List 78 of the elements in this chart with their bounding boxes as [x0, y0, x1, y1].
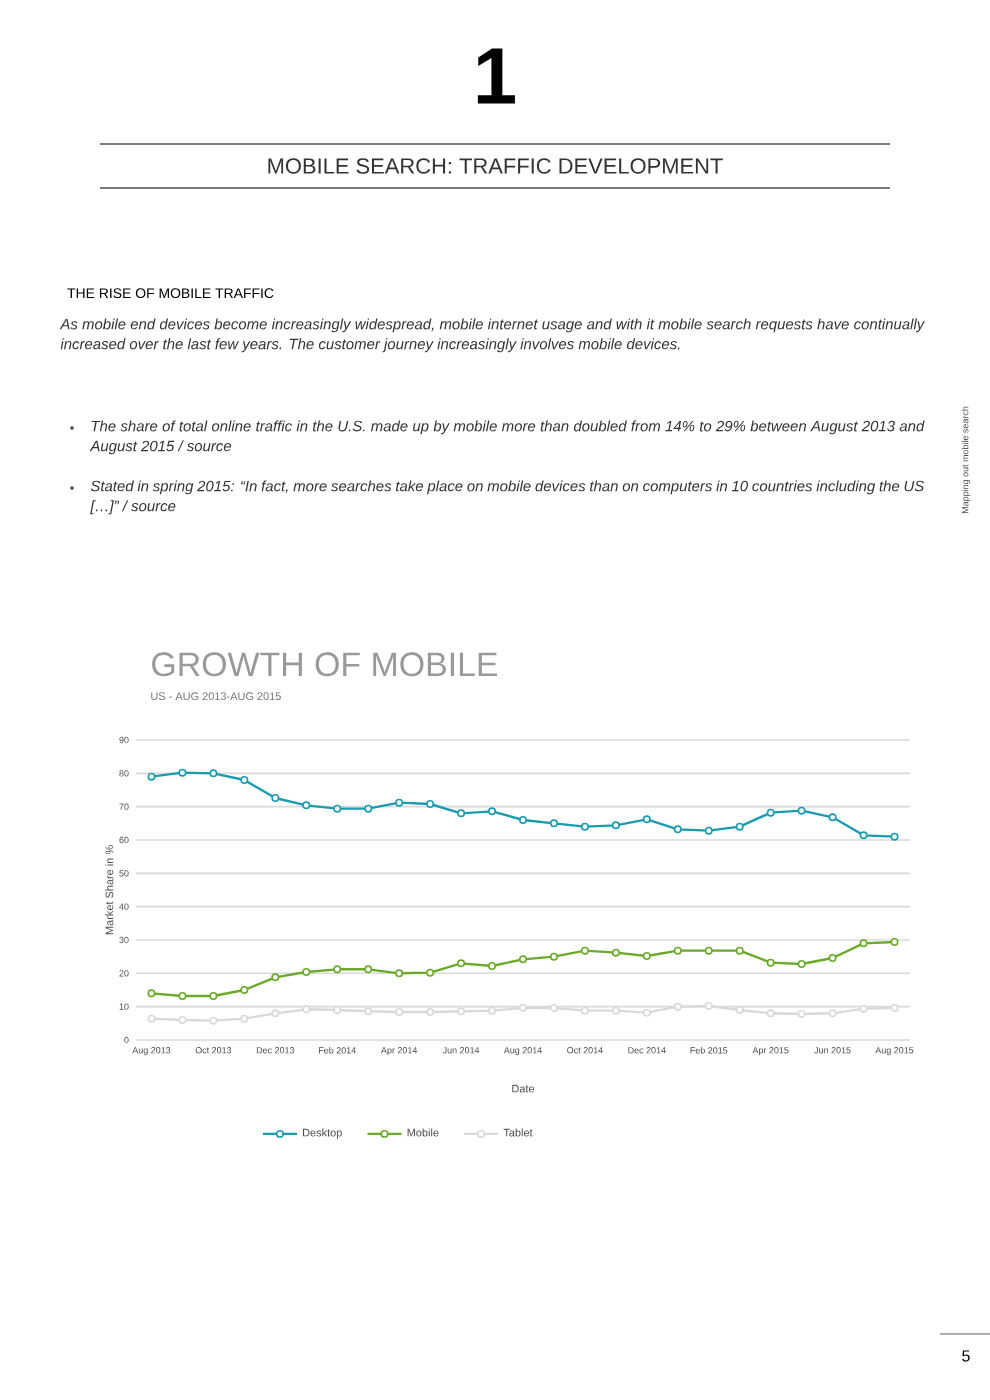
point: [488, 1006, 497, 1015]
point: [735, 946, 744, 955]
point: [488, 962, 497, 970]
point: [364, 804, 373, 813]
chart-title: GROWTH OF MOBILE: [152, 652, 498, 677]
point: [302, 801, 311, 810]
point: [859, 1004, 868, 1013]
point: [859, 831, 868, 840]
point: [673, 946, 682, 955]
point: [271, 973, 280, 982]
point: [642, 1008, 651, 1017]
point: [364, 1007, 373, 1016]
point: [302, 968, 311, 976]
point: [333, 804, 342, 813]
point: [797, 960, 806, 968]
point: [178, 768, 187, 777]
point: [549, 1004, 558, 1012]
point: [178, 1016, 187, 1024]
point: [766, 808, 775, 817]
point: [209, 1016, 218, 1025]
point: [457, 1007, 466, 1016]
point: [611, 948, 620, 957]
point: [488, 807, 497, 816]
point: [426, 968, 435, 977]
point: [704, 1002, 713, 1010]
point: [147, 989, 156, 998]
point: [828, 813, 837, 822]
point: [240, 776, 249, 784]
point: [580, 1006, 589, 1015]
point: [704, 826, 713, 835]
point: [147, 1014, 156, 1023]
point: [426, 800, 435, 808]
point: [611, 1006, 620, 1015]
point: [395, 1008, 404, 1016]
point: [828, 954, 837, 962]
point: [642, 815, 651, 824]
point: [519, 816, 527, 824]
point: [519, 955, 527, 964]
point: [457, 959, 466, 968]
point: [890, 1004, 899, 1012]
point: [642, 952, 651, 960]
point: [519, 1004, 527, 1012]
point: [271, 794, 280, 802]
point: [549, 819, 558, 828]
point: [766, 958, 775, 967]
point: [797, 806, 806, 815]
point: [549, 952, 558, 961]
point: [457, 809, 466, 818]
point: [673, 1002, 682, 1011]
point: [271, 1009, 280, 1018]
text: MOBILE SEARCH: TRAFFIC DEVELOPMENT: [268, 158, 723, 174]
point: [147, 772, 156, 781]
point: [240, 986, 249, 994]
point: [426, 1008, 435, 1016]
point: [859, 939, 868, 948]
point: [580, 946, 589, 955]
point: [302, 1005, 311, 1014]
point: [209, 769, 218, 778]
point: [890, 832, 899, 841]
point: [890, 938, 899, 946]
point: [828, 1009, 837, 1018]
point: [797, 1010, 806, 1018]
point: [395, 969, 404, 978]
text: 1: [477, 48, 515, 104]
point: [364, 965, 373, 974]
point: [178, 992, 187, 1000]
point: [611, 821, 620, 830]
point: [735, 1006, 744, 1014]
point: [333, 965, 342, 974]
point: [333, 1006, 342, 1014]
point: [673, 825, 682, 834]
point: [766, 1009, 775, 1018]
point: [735, 822, 744, 831]
point: [580, 822, 589, 831]
point: [240, 1014, 249, 1023]
point: [395, 798, 404, 807]
point: [704, 946, 713, 955]
point: [209, 992, 218, 1000]
